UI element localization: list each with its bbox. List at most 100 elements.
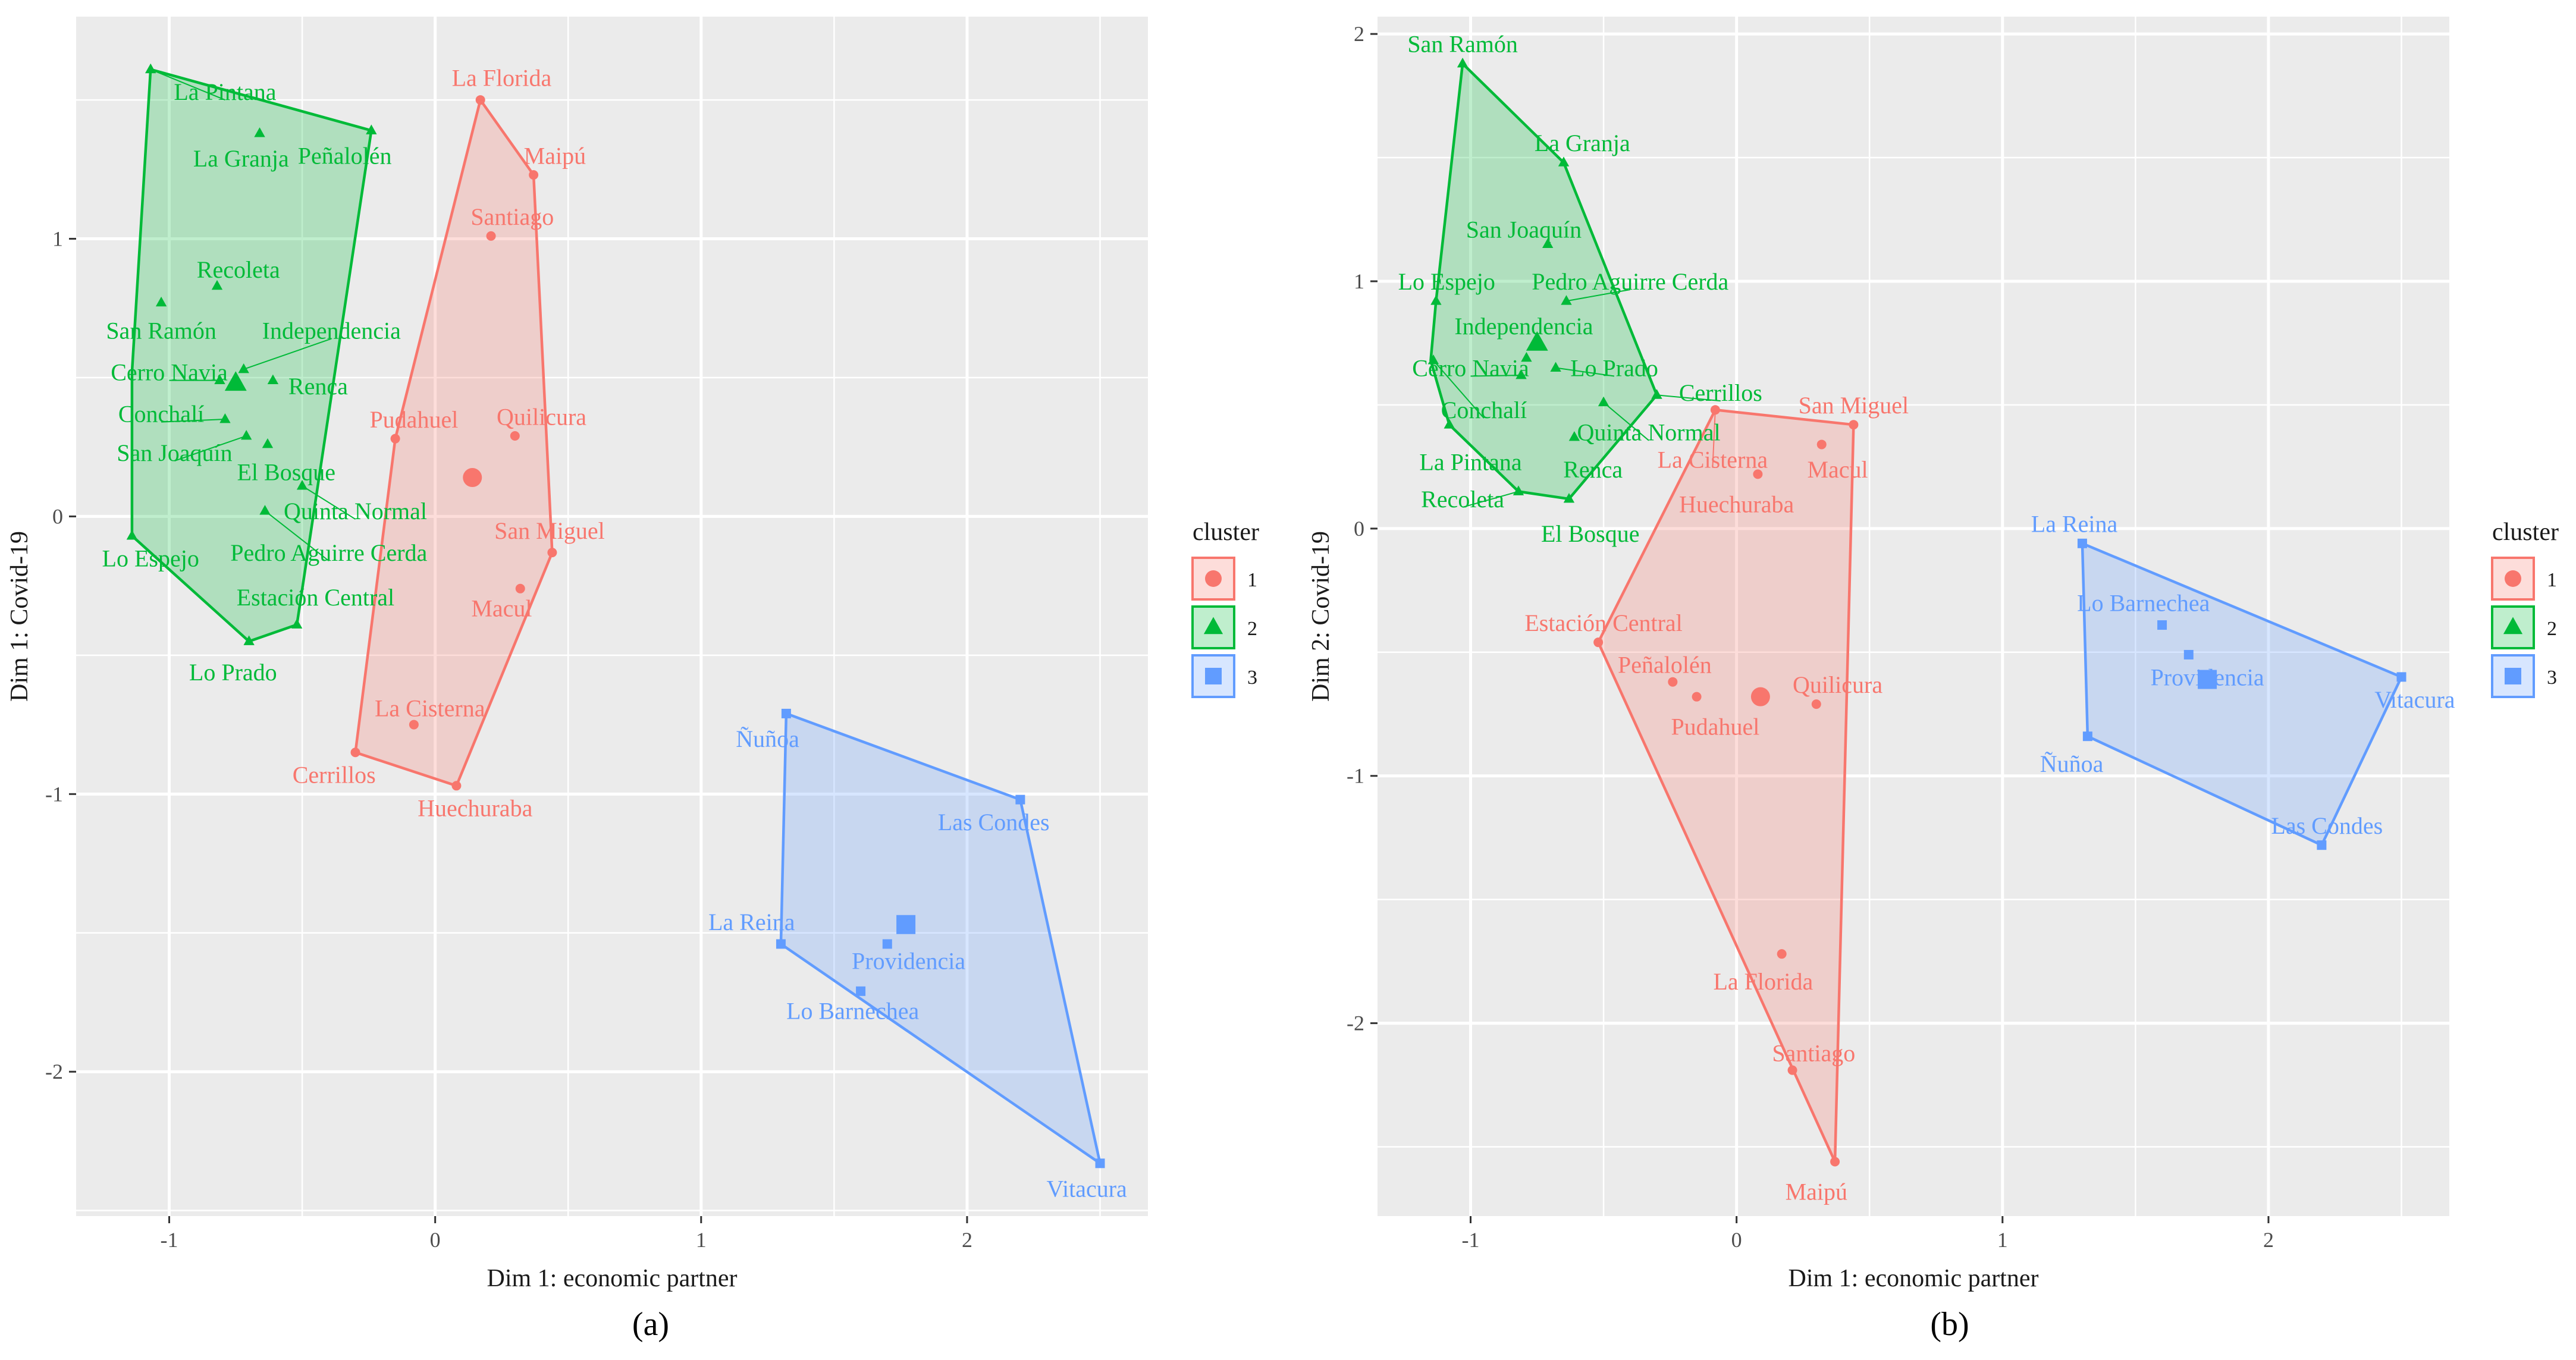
plot-panel — [1378, 17, 2449, 1216]
legend-label: 2 — [1247, 618, 1257, 640]
x-tick-label: 2 — [962, 1228, 972, 1252]
data-point — [515, 583, 525, 593]
cluster-1-centroid — [463, 468, 482, 488]
data-point — [409, 720, 419, 730]
data-point — [366, 124, 377, 134]
y-axis-title: Dim 2: Covid-19 — [1307, 531, 1335, 702]
point-label: La Cisterna — [1658, 446, 1768, 473]
x-tick-label: 1 — [696, 1228, 707, 1252]
data-point — [1753, 469, 1763, 479]
label-leader-line — [243, 338, 332, 370]
data-point — [882, 939, 892, 949]
data-point — [259, 505, 271, 515]
point-label: Huechuraba — [418, 795, 532, 822]
data-point — [510, 431, 520, 441]
data-point — [1777, 949, 1787, 959]
cluster-3-centroid — [2198, 670, 2217, 689]
point-label: La Pintana — [1419, 449, 1521, 476]
x-axis-title: Dim 1: economic partner — [1788, 1265, 2038, 1292]
point-label: Peñalolén — [1618, 652, 1712, 679]
point-label: Las Condes — [2271, 812, 2383, 839]
point-label: Lo Prado — [189, 659, 277, 686]
point-label: Independencia — [1454, 313, 1593, 340]
panel-caption: (a) — [632, 1306, 669, 1343]
data-point — [211, 279, 223, 290]
data-point — [1015, 794, 1025, 805]
point-label: Cerro Navia — [111, 359, 228, 386]
point-label: Lo Espejo — [1398, 268, 1495, 295]
data-point — [1830, 1157, 1840, 1167]
point-label: Quinta Normal — [1577, 419, 1721, 446]
point-label: Estación Central — [1524, 610, 1682, 636]
legend-label: 3 — [2547, 667, 2557, 689]
point-label: Recoleta — [1421, 486, 1504, 513]
label-leader-line — [161, 419, 225, 423]
point-label: Ñuñoa — [2040, 750, 2104, 777]
label-leader-line — [1656, 394, 1721, 402]
data-point — [529, 170, 539, 180]
legend-label: 3 — [1247, 667, 1257, 689]
point-label: Pedro Aguirre Cerda — [1532, 268, 1728, 295]
y-tick-label: 0 — [1354, 517, 1364, 541]
point-label: Maipú — [524, 142, 586, 169]
label-leader-line — [150, 68, 225, 100]
point-label: Pudahuel — [1671, 714, 1759, 740]
legend-title: cluster — [2492, 519, 2559, 546]
data-point — [1692, 692, 1702, 702]
data-point — [1668, 677, 1678, 687]
y-tick-label: 1 — [1354, 269, 1364, 293]
data-point — [238, 363, 249, 373]
data-point — [2317, 840, 2327, 850]
point-label: Conchalí — [118, 401, 204, 428]
point-label: Renca — [1563, 456, 1623, 483]
cluster-3-centroid — [896, 915, 916, 934]
label-leader-line — [1566, 289, 1630, 302]
point-label: San Ramón — [106, 318, 217, 344]
point-label: Pudahuel — [369, 406, 458, 433]
point-label: Cerrillos — [293, 762, 376, 789]
point-label: Providencia — [852, 947, 965, 974]
data-point — [1816, 439, 1827, 450]
data-point — [1444, 419, 1455, 429]
point-label: La Florida — [1713, 968, 1813, 995]
data-point — [1550, 362, 1561, 372]
point-label: Las Condes — [938, 809, 1050, 836]
data-point — [1561, 295, 1572, 305]
cluster-2-centroid — [224, 371, 247, 391]
point-label: Santiago — [470, 203, 554, 230]
data-point — [350, 747, 360, 758]
label-leader-line — [1712, 410, 1716, 468]
point-label: Cerro Navia — [1412, 355, 1529, 382]
point-label: San Joaquín — [1466, 216, 1582, 243]
panel-caption: (b) — [1930, 1306, 1969, 1343]
chart-a: -1 0 1 2 -2 -1 0 1 Dim 1: economic partner Dim 1:… — [6, 17, 1259, 1343]
point-label: Vitacura — [1047, 1175, 1128, 1202]
point-label: Macul — [471, 595, 532, 621]
x-tick-label: 1 — [1997, 1228, 2008, 1252]
plot-panel — [76, 17, 1148, 1216]
legend-marker-2 — [1203, 617, 1223, 635]
data-point — [1651, 389, 1662, 399]
data-point — [2077, 538, 2087, 548]
label-leader-line — [1555, 367, 1615, 377]
y-tick-label: -1 — [1347, 764, 1364, 788]
data-point — [1521, 351, 1532, 362]
legend-title: cluster — [1193, 519, 1259, 546]
data-point — [2082, 731, 2092, 742]
data-point — [155, 296, 167, 307]
point-label: San Joaquín — [117, 439, 232, 466]
point-label: Cerrillos — [1679, 379, 1762, 406]
point-label: Quinta Normal — [284, 498, 427, 524]
x-tick-label: 2 — [2263, 1228, 2274, 1252]
x-tick-label: -1 — [1462, 1228, 1480, 1252]
legend-label: 1 — [1247, 569, 1257, 591]
data-point — [2396, 672, 2406, 682]
label-leader-line — [174, 435, 247, 461]
point-label: Independencia — [262, 318, 401, 344]
label-leader-line — [264, 510, 330, 561]
x-tick-label: 0 — [430, 1228, 441, 1252]
x-tick-label: 0 — [1731, 1228, 1742, 1252]
data-point — [781, 708, 791, 718]
data-point — [262, 438, 274, 448]
